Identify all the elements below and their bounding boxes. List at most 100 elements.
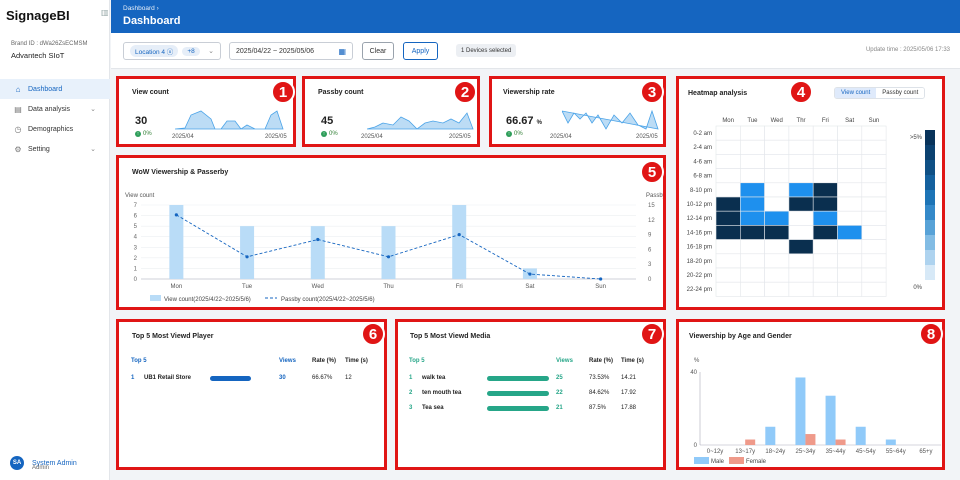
- devices-selected-badge: 1 Devices selected: [456, 44, 517, 57]
- heatmap-cell: [837, 139, 863, 155]
- update-time: Update time : 2025/05/06 17:33: [865, 47, 950, 53]
- heatmap-hour-label: 8-10 pm: [690, 188, 712, 194]
- kpi-unit: %: [536, 120, 542, 126]
- heatmap-cell: [739, 196, 765, 212]
- legend-swatch-male: [694, 457, 709, 464]
- breadcrumb[interactable]: Dashboard ›: [123, 5, 159, 12]
- sidebar-item-demographics[interactable]: ◷ Demographics: [0, 119, 110, 139]
- heatmap-cell: [715, 239, 741, 255]
- brand-id: Brand ID : dWa26ZsECMSM: [11, 41, 88, 47]
- heatmap-hour-label: 2-4 am: [693, 145, 712, 151]
- tick-label: 0: [134, 277, 138, 283]
- heatmap-cell: [861, 125, 887, 141]
- table-row[interactable]: 2 ten mouth tea 22 84.62% 17.92: [409, 387, 659, 399]
- heatmap-cell: [739, 182, 765, 198]
- user-profile[interactable]: SA System Admin Admin: [10, 456, 77, 471]
- heatmap-cell: [788, 281, 814, 297]
- heatmap-cell: [788, 168, 814, 184]
- sidebar-item-dashboard[interactable]: ⌂ Dashboard: [0, 79, 110, 99]
- heatmap-cell: [764, 154, 790, 169]
- row-views: 21: [556, 405, 563, 411]
- x-tick-label: 65+y: [919, 449, 932, 455]
- heatmap-cell: [788, 139, 814, 155]
- heatmap-cell: [837, 239, 863, 255]
- annotation-badge: 2: [453, 80, 477, 104]
- heatmap-cell: [837, 168, 863, 184]
- row-name: UB1 Retail Store: [144, 375, 192, 381]
- y2-tick-label: 0: [648, 277, 652, 283]
- bar-female: [805, 434, 816, 445]
- heatmap-cell: [788, 182, 814, 198]
- tick-label: 40: [690, 370, 697, 376]
- heatmap-cell: [788, 196, 814, 212]
- collapse-sidebar-icon[interactable]: ▥: [101, 8, 109, 17]
- heatmap-cell: [739, 239, 765, 255]
- row-views: 25: [556, 375, 563, 381]
- apply-button[interactable]: Apply: [403, 42, 438, 60]
- bar-female: [835, 439, 846, 445]
- y2-tick-label: 3: [648, 262, 652, 268]
- top-player-card: Top 5 Most Viewd Player Top 5 Views Rate…: [119, 322, 384, 467]
- x-tick-label: 45~54y: [856, 449, 876, 455]
- x-tick-label: 0~12y: [707, 449, 724, 455]
- annotation-badge: 6: [361, 322, 385, 346]
- org-name: Advantech SIoT: [11, 51, 65, 60]
- heatmap-cell: [861, 210, 887, 226]
- view-count-toggle[interactable]: View count: [835, 88, 877, 98]
- kpi-change-value: 0%: [143, 131, 152, 137]
- heatmap-cell: [739, 154, 765, 169]
- clock-icon: ◷: [14, 124, 22, 134]
- heatmap-cell: [739, 139, 765, 155]
- row-bar: [487, 390, 549, 396]
- table-row[interactable]: 1 walk tea 25 73.53% 14.21: [409, 372, 659, 384]
- bar-female: [745, 439, 756, 445]
- heatmap-cell: [764, 182, 790, 198]
- heatmap-cell: [837, 182, 863, 198]
- kpi-card-viewership-rate: Viewership rate 66.67 % ↑ 0% 2025/04 2025…: [492, 79, 663, 145]
- location-select[interactable]: Location 4 ⓧ +8 ⌄: [123, 42, 221, 60]
- row-rate: 87.5%: [589, 405, 607, 411]
- media-table: Top 5 Views Rate (%) Time (s) 1 walk tea 2…: [398, 322, 663, 467]
- point-passby-count: [457, 233, 461, 237]
- date-range-value: 2025/04/22 ~ 2025/05/06: [236, 47, 315, 55]
- heatmap-cell: [837, 196, 863, 212]
- header: Dashboard › Dashboard: [111, 0, 960, 33]
- heatmap-cell: [715, 281, 741, 297]
- table-row[interactable]: 3 Tea sea 21 87.5% 17.88: [409, 402, 659, 414]
- heatmap-legend-min: 0%: [913, 285, 922, 291]
- heatmap-legend-step: [925, 130, 935, 145]
- heatmap-cell: [812, 168, 838, 184]
- heatmap-day-label: Fri: [822, 118, 829, 124]
- passby-count-toggle[interactable]: Passby count: [876, 88, 925, 98]
- date-range-input[interactable]: 2025/04/22 ~ 2025/05/06 ▦: [229, 42, 353, 60]
- table-row[interactable]: 1 UB1 Retail Store 30 66.67% 12: [131, 372, 381, 384]
- heatmap-cell: [861, 239, 887, 255]
- heatmap-legend-step: [925, 145, 935, 160]
- column-header: Views: [279, 358, 296, 364]
- heatmap-hour-label: 22-24 pm: [687, 287, 712, 293]
- heatmap-cell: [837, 281, 863, 297]
- row-bar: [487, 375, 549, 381]
- sidebar-item-data-analysis[interactable]: ▤ Data analysis ⌄: [0, 99, 110, 119]
- clear-button[interactable]: Clear: [362, 42, 394, 60]
- kpi-title: View count: [132, 89, 169, 96]
- annotation-badge: 3: [640, 80, 664, 104]
- x-tick-label: Mon: [171, 284, 183, 290]
- y2-axis-label: Passby count: [646, 193, 663, 199]
- heatmap-cell: [788, 267, 814, 283]
- tick-label: 2: [134, 256, 138, 262]
- heatmap-legend-step: [925, 175, 935, 190]
- heatmap-toggle: View count Passby count: [834, 87, 926, 99]
- heatmap-cell: [788, 225, 814, 240]
- kpi-change-value: 0%: [514, 131, 523, 137]
- y2-tick-label: 15: [648, 203, 655, 209]
- row-rate: 66.67%: [312, 375, 333, 381]
- y2-tick-label: 12: [648, 218, 655, 224]
- kpi-value: 30: [135, 115, 148, 127]
- kpi-sparkline: [562, 109, 659, 130]
- heatmap-cell: [739, 125, 765, 141]
- heatmap-cell: [764, 168, 790, 184]
- heatmap-cell: [764, 139, 790, 155]
- sidebar-item-setting[interactable]: ⚙ Setting ⌄: [0, 139, 110, 159]
